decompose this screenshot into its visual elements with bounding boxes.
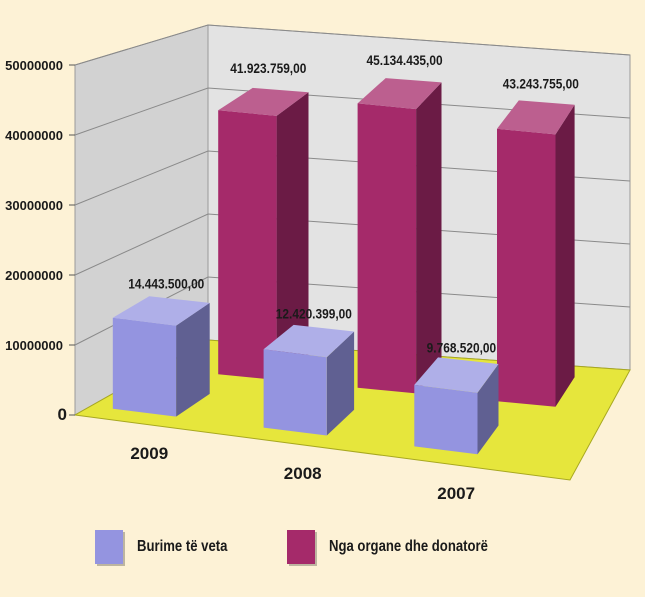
data-label-own-sources-2009: 14.443.500,00 — [128, 275, 204, 291]
gridline — [74, 87, 631, 136]
x-tick-label: 2009 — [130, 444, 168, 463]
legend: Burime të veta Nga organe dhe donatorë — [95, 530, 563, 564]
y-tick-label: 50000000 — [5, 58, 63, 73]
bar-burime-t-veta-2007 — [414, 357, 499, 455]
bar-burime-t-veta-2007-front — [414, 384, 478, 455]
gridline — [74, 150, 631, 206]
y-tick-label: 30000000 — [5, 198, 63, 213]
y-tick-label: 10000000 — [5, 338, 63, 353]
x-tick-label: 2007 — [437, 484, 475, 503]
bar-nga-organe-dhe-donator--2007-side — [555, 104, 575, 407]
legend-label-donors: Nga organe dhe donatorë — [329, 538, 489, 555]
legend-item-donors: Nga organe dhe donatorë — [287, 530, 523, 564]
legend-item-own-sources: Burime të veta — [95, 530, 247, 564]
y-tick-label: 40000000 — [5, 128, 63, 143]
y-tick-label: 20000000 — [5, 268, 63, 283]
bar-burime-t-veta-2009-top — [112, 296, 210, 326]
bar-burime-t-veta-2008-side — [326, 331, 355, 436]
legend-swatch-own-sources — [95, 530, 123, 564]
gridline — [74, 24, 631, 66]
data-label-own-sources-2008: 12.420.399,00 — [276, 305, 352, 321]
bar-nga-organe-dhe-donator--2008 — [357, 78, 442, 394]
bar-burime-t-veta-2007-side — [477, 364, 499, 455]
legend-swatch-donors — [287, 530, 316, 564]
bar-nga-organe-dhe-donator--2008-side — [416, 82, 442, 394]
bar-nga-organe-dhe-donator--2008-top — [357, 78, 442, 110]
bar-burime-t-veta-2007-top — [414, 357, 499, 393]
legend-label-own-sources: Burime të veta — [137, 538, 228, 555]
bar-nga-organe-dhe-donator--2009-front — [218, 110, 277, 380]
data-label-donors-2009: 41.923.759,00 — [230, 60, 306, 76]
data-label-donors-2008: 45.134.435,00 — [367, 52, 443, 68]
bar-nga-organe-dhe-donator--2007-front — [497, 128, 556, 407]
bar-burime-t-veta-2008-front — [263, 349, 327, 436]
bar-burime-t-veta-2008-top — [263, 324, 355, 358]
bar-burime-t-veta-2009-front — [112, 317, 177, 417]
bar-nga-organe-dhe-donator--2008-front — [357, 103, 417, 394]
bar-nga-organe-dhe-donator--2009-side — [276, 92, 309, 381]
bar-nga-organe-dhe-donator--2007 — [497, 100, 575, 407]
bar-nga-organe-dhe-donator--2009 — [218, 87, 309, 381]
bar-burime-t-veta-2009-side — [176, 302, 210, 417]
gridline — [74, 213, 631, 276]
data-label-own-sources-2007: 9.768.520,00 — [427, 340, 496, 356]
x-tick-label: 2008 — [284, 464, 322, 483]
bar-burime-t-veta-2008 — [263, 324, 355, 436]
y-tick-label: 0 — [58, 405, 67, 424]
bar-nga-organe-dhe-donator--2009-top — [218, 87, 309, 116]
bar-nga-organe-dhe-donator--2007-top — [497, 100, 575, 135]
bar-burime-t-veta-2009 — [112, 296, 210, 417]
data-label-donors-2007: 43.243.755,00 — [503, 76, 579, 92]
